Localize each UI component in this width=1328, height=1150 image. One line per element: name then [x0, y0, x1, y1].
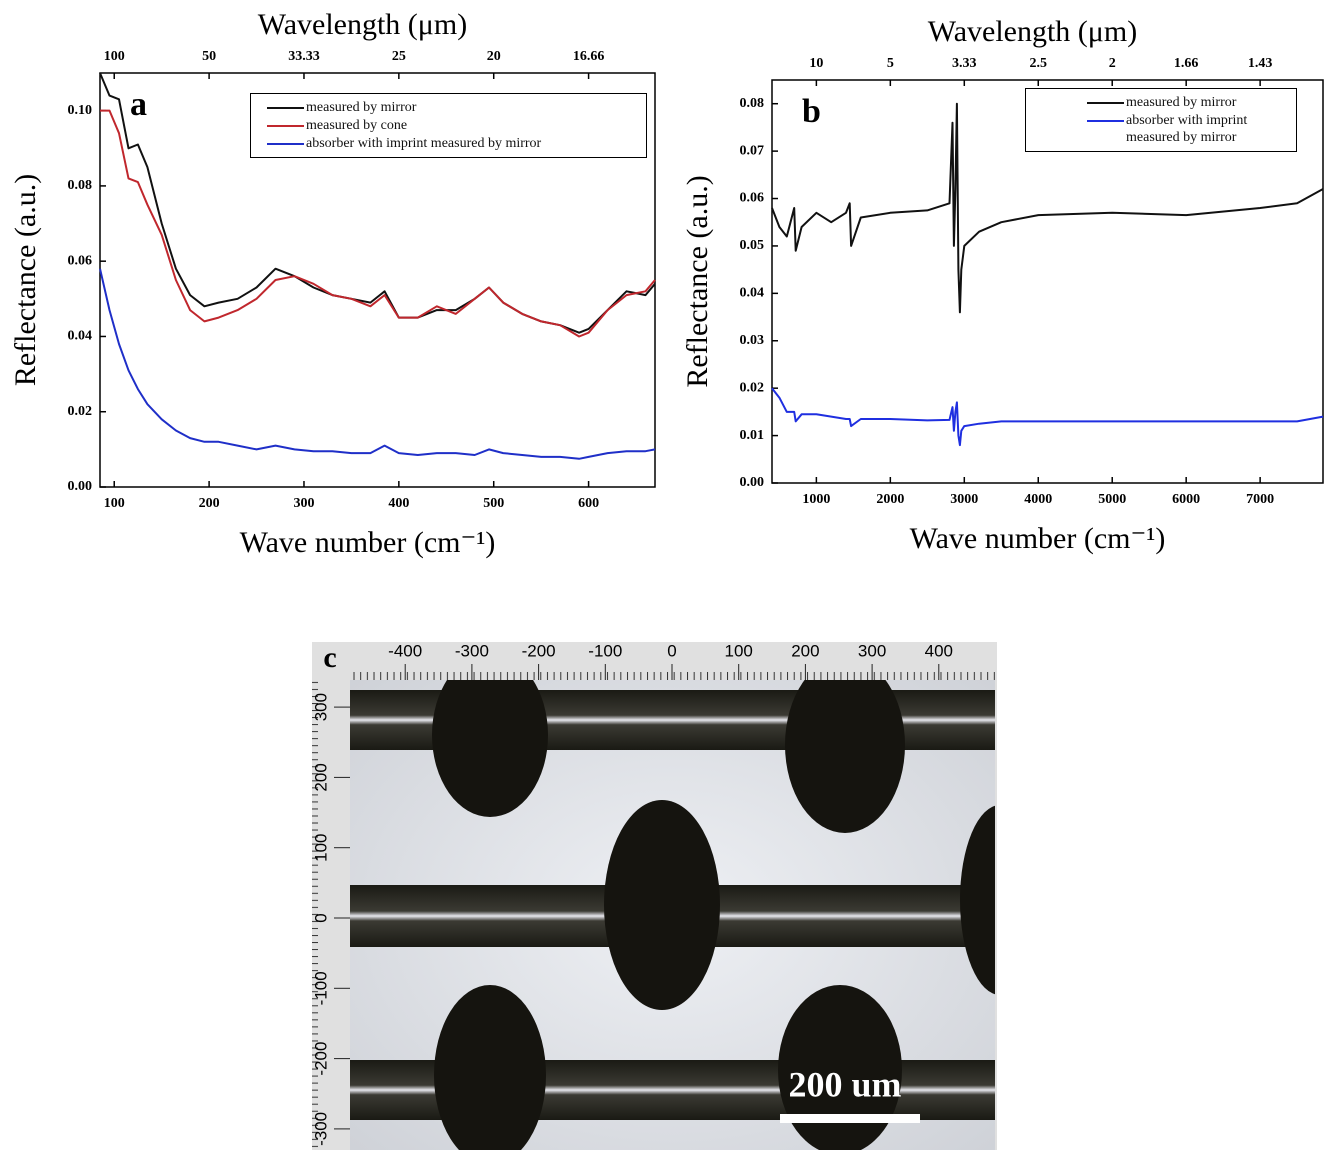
- y-tick-label: 0.02: [68, 404, 93, 419]
- x-tick-label: 7000: [1246, 492, 1274, 507]
- x-tick-label: 500: [483, 496, 504, 511]
- legend-swatch: [267, 125, 304, 127]
- legend: measured by mirror measured by cone absorb…: [250, 93, 647, 158]
- data-line: [100, 109, 656, 338]
- x-tick-label: 2000: [876, 492, 904, 507]
- x-tick-label: 200: [199, 496, 220, 511]
- ruler-label: -200: [522, 641, 556, 660]
- top-axis-title: Wavelength (μm): [928, 15, 1137, 48]
- y-tick-label: 0.00: [68, 479, 93, 494]
- top-tick-label: 10: [809, 56, 823, 71]
- ruler-label: 100: [725, 641, 753, 660]
- top-axis-title: Wavelength (μm): [258, 8, 467, 41]
- panel-label: b: [802, 93, 821, 130]
- y-tick-label: 0.08: [740, 96, 765, 111]
- legend-swatch: [1087, 120, 1124, 122]
- top-tick-label: 50: [202, 49, 216, 64]
- legend: measured by mirror absorber with imprint …: [1025, 88, 1297, 152]
- legend-entry: absorber with imprint measured by mirror: [1026, 112, 1296, 146]
- x-tick-label: 100: [104, 496, 125, 511]
- y-tick-label: 0.02: [740, 380, 765, 395]
- ruler-label: 0: [667, 641, 676, 660]
- legend-entry: measured by mirror: [251, 99, 646, 116]
- y-tick-label: 0.00: [740, 475, 765, 490]
- top-tick-label: 20: [487, 49, 501, 64]
- top-tick-label: 1.66: [1174, 56, 1199, 71]
- y-tick-label: 0.04: [68, 329, 93, 344]
- x-tick-label: 5000: [1098, 492, 1126, 507]
- ruler-label: -100: [588, 641, 622, 660]
- ruler-label: 400: [925, 641, 953, 660]
- top-tick-label: 33.33: [288, 49, 320, 64]
- x-tick-label: 3000: [950, 492, 978, 507]
- y-tick-label: 0.07: [740, 143, 765, 158]
- scale-bar-label: 200 um: [788, 1064, 901, 1104]
- top-tick-label: 100: [104, 49, 125, 64]
- data-line: [771, 102, 1324, 314]
- ruler-label: 300: [311, 693, 330, 721]
- legend-label: absorber with imprint measured by mirror: [1126, 113, 1248, 145]
- top-tick-label: 5: [887, 56, 894, 71]
- legend-swatch: [1087, 102, 1124, 104]
- data-line: [99, 268, 656, 460]
- ruler-label: -400: [388, 641, 422, 660]
- ruler-label: -300: [311, 1112, 330, 1146]
- x-tick-label: 1000: [802, 492, 830, 507]
- ruler-label: 200: [311, 763, 330, 791]
- data-line: [771, 387, 1324, 447]
- legend-entry: measured by cone: [251, 117, 646, 134]
- panel-label: a: [130, 86, 147, 123]
- top-tick-label: 3.33: [952, 56, 977, 71]
- y-tick-label: 0.01: [740, 428, 765, 443]
- y-tick-label: 0.05: [740, 238, 765, 253]
- ruler-label: 200: [791, 641, 819, 660]
- top-tick-label: 1.43: [1248, 56, 1273, 71]
- plot-frame: [771, 79, 1324, 484]
- y-tick-label: 0.08: [68, 178, 93, 193]
- top-tick-label: 2: [1109, 56, 1116, 71]
- x-tick-label: 300: [293, 496, 314, 511]
- y-tick-label: 0.06: [740, 191, 765, 206]
- x-tick-label: 400: [388, 496, 409, 511]
- x-tick-label: 4000: [1024, 492, 1052, 507]
- legend-entry: measured by mirror: [1026, 94, 1296, 111]
- x-axis-title: Wave number (cm⁻¹): [910, 522, 1166, 555]
- legend-label: measured by mirror: [1126, 95, 1237, 110]
- y-axis-title: Reflectance (a.u.): [681, 175, 714, 387]
- x-tick-label: 6000: [1172, 492, 1200, 507]
- ruler-label: 0: [311, 913, 330, 922]
- y-axis-title: Reflectance (a.u.): [9, 174, 42, 386]
- top-tick-label: 2.5: [1030, 56, 1048, 71]
- ruler-label: -100: [311, 971, 330, 1005]
- x-axis-title: Wave number (cm⁻¹): [240, 526, 496, 559]
- legend-label: measured by mirror: [306, 100, 417, 115]
- y-tick-label: 0.10: [68, 103, 93, 118]
- y-tick-label: 0.06: [68, 253, 93, 268]
- top-tick-label: 25: [392, 49, 406, 64]
- y-tick-label: 0.03: [740, 333, 765, 348]
- top-tick-label: 16.66: [573, 49, 605, 64]
- ruler-side: [312, 680, 350, 1150]
- legend-label: absorber with imprint measured by mirror: [306, 136, 542, 151]
- ruler-label: -200: [311, 1042, 330, 1076]
- y-tick-label: 0.04: [740, 286, 765, 301]
- micrograph: [312, 642, 997, 1150]
- micrograph-image: [350, 680, 995, 1150]
- legend-entry: absorber with imprint measured by mirror: [251, 135, 646, 152]
- legend-swatch: [267, 143, 304, 145]
- ruler-label: -300: [455, 641, 489, 660]
- legend-swatch: [267, 107, 304, 109]
- legend-label: measured by cone: [306, 118, 408, 133]
- ruler-label: 100: [311, 834, 330, 862]
- panel-label: c: [323, 641, 336, 674]
- ruler-label: 300: [858, 641, 886, 660]
- x-tick-label: 600: [578, 496, 599, 511]
